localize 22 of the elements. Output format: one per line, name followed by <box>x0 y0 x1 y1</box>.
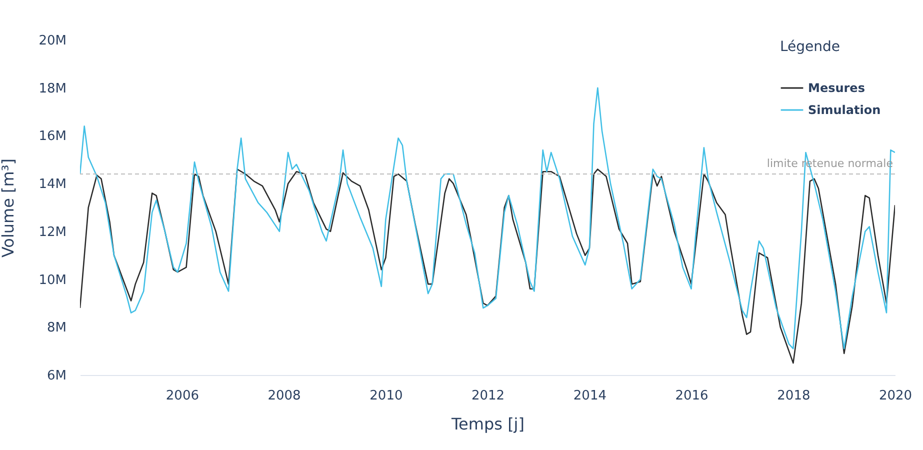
x-tick-label: 2006 <box>166 388 199 404</box>
y-axis-title: Volume [m³] <box>0 158 18 258</box>
x-axis-title: Temps [j] <box>450 414 524 434</box>
y-tick-label: 14M <box>38 177 66 192</box>
x-tick-label: 2008 <box>268 388 301 404</box>
y-tick-label: 16M <box>38 129 66 144</box>
y-tick-label: 12M <box>38 224 66 240</box>
y-tick-label: 20M <box>38 34 66 48</box>
x-tick-label: 2016 <box>675 388 708 404</box>
legend-label: Simulation <box>808 103 881 117</box>
line-series <box>80 168 895 364</box>
x-tick-label: 2018 <box>777 388 810 404</box>
x-tick-label: 2012 <box>471 388 505 404</box>
x-tick-label: 2010 <box>370 388 403 404</box>
x-tick-label: 2014 <box>573 388 606 404</box>
y-tick-label: 6M <box>47 368 66 384</box>
y-tick-label: 18M <box>38 81 66 96</box>
y-tick-label: 10M <box>38 272 66 288</box>
y-tick-label: 8M <box>47 320 66 336</box>
legend-label: Mesures <box>808 81 865 95</box>
x-tick-label: 2020 <box>878 388 912 404</box>
legend-title: Légende <box>780 39 840 55</box>
